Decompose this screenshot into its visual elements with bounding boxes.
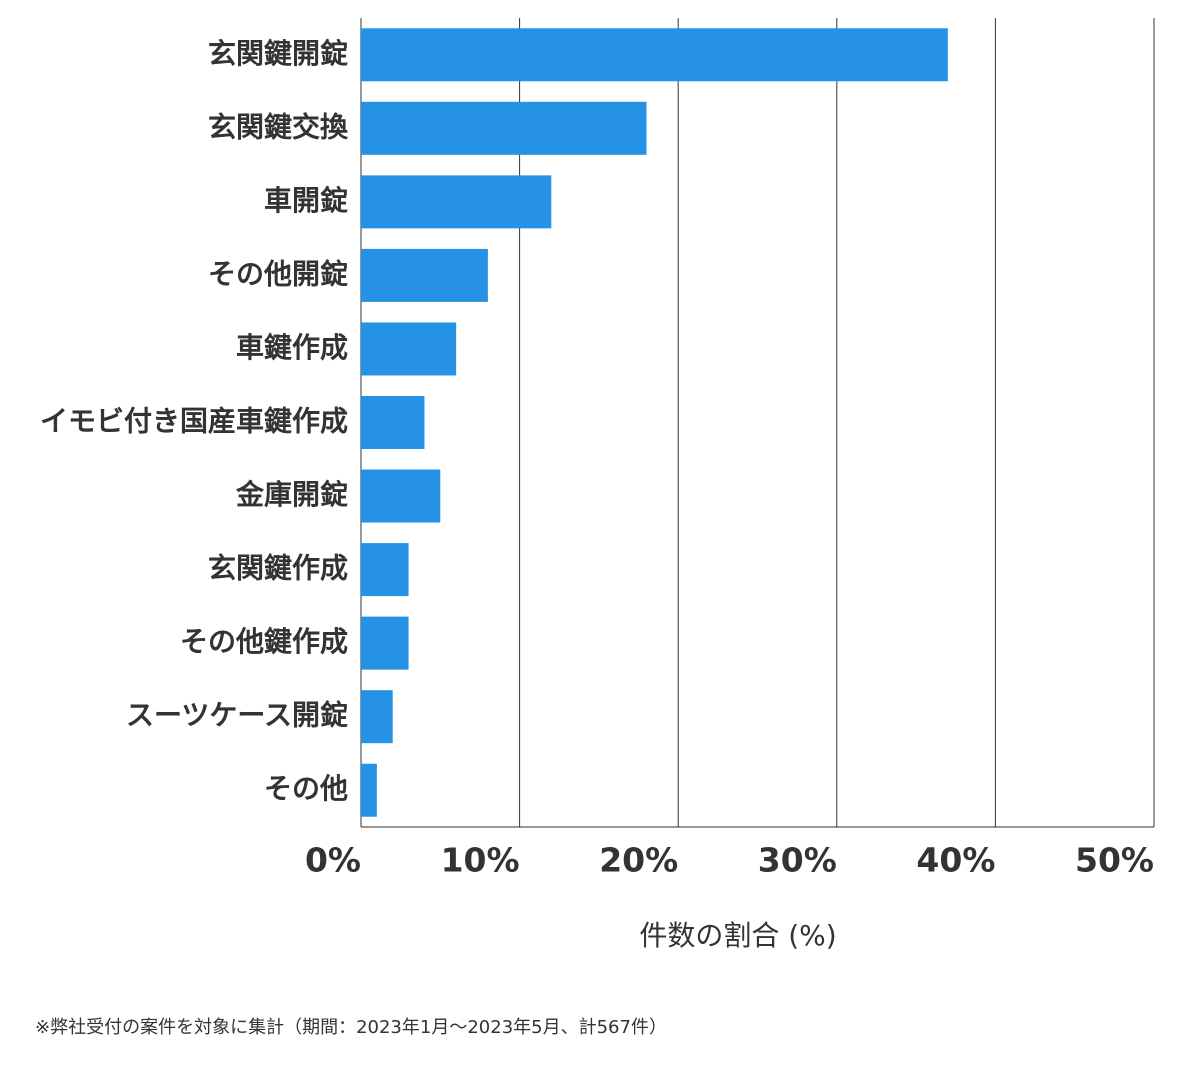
bar [361,469,441,523]
y-tick-label: その他 [264,772,348,805]
bar [361,763,377,817]
x-tick-label: 40% [916,841,995,880]
x-tick-label: 50% [1075,841,1154,880]
footnote: ※弊社受付の案件を対象に集計（期間：2023年1月～2023年5月、計567件） [35,1017,667,1038]
y-tick-label: イモビ付き国産車鍵作成 [40,405,348,438]
y-tick-label: 玄関鍵交換 [208,110,349,143]
bar [361,175,552,229]
bar [361,101,647,155]
y-tick-label: 車開錠 [264,184,348,217]
bar [361,543,409,597]
x-tick-label: 30% [758,841,837,880]
x-axis-label: 件数の割合 (%) [639,919,836,952]
y-tick-label: スーツケース開錠 [126,699,348,732]
x-tick-label: 10% [441,841,520,880]
bar [361,396,425,449]
y-tick-label: 玄関鍵作成 [208,552,348,585]
y-tick-label: 金庫開錠 [235,478,348,511]
bar [361,690,393,744]
x-tick-label: 20% [599,841,678,880]
y-tick-label: その他開錠 [208,257,348,290]
y-tick-label: 玄関鍵開錠 [208,37,348,70]
bar [361,28,948,82]
bar [361,248,488,302]
y-tick-label: 車鍵作成 [236,331,348,364]
bar [361,616,409,670]
bar [361,322,457,376]
x-tick-label: 0% [305,841,361,880]
y-tick-label: その他鍵作成 [180,625,348,658]
